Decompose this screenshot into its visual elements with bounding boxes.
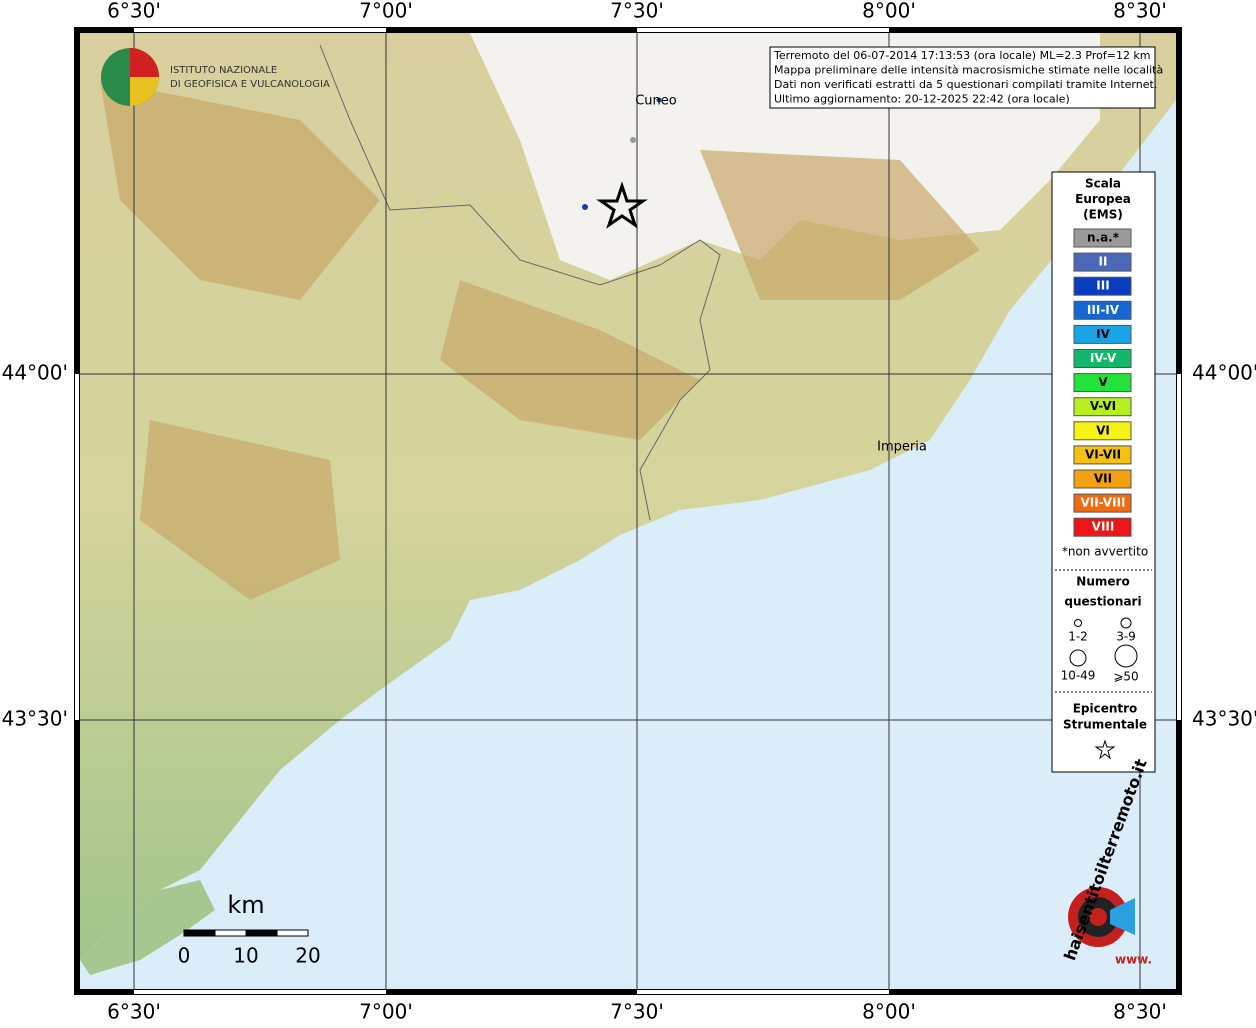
lon-label: 8°30' [1113,1000,1167,1024]
legend-title: Europea [1075,192,1131,206]
legend-title: (EMS) [1083,208,1123,222]
site-logo [1089,908,1107,926]
legend-label: VII [1094,472,1112,486]
header-line: Dati non verificati estratti da 5 questi… [774,78,1157,91]
legend-swatch [1073,421,1132,441]
scale-label: 20 [295,944,320,968]
legend-note: *non avvertito [1062,545,1148,559]
logo-text: DI GEOFISICA E VULCANOLOGIA [170,79,330,90]
legend-label: V [1098,375,1108,389]
lat-label: 44°00' [1192,361,1256,385]
header-line: Ultimo aggiornamento: 20-12-2025 22:42 (… [774,93,1070,106]
lon-label: 6°30' [107,1000,161,1024]
legend-label: n.a.* [1087,231,1120,245]
mountain-relief [100,80,980,600]
lat-label: 44°00' [2,361,68,385]
count-symbol [1114,644,1138,668]
legend-swatch [1073,517,1132,537]
count-symbol [1074,619,1082,627]
logo-text: ISTITUTO NAZIONALE [170,65,277,76]
lat-label: 43°30' [1192,707,1256,731]
scale-unit: km [227,891,264,919]
count-label: 10-49 [1061,669,1096,683]
lon-label: 8°00' [862,1000,916,1024]
locality [630,137,636,143]
legend-label: V-VI [1090,399,1116,413]
locality [656,97,662,103]
legend-swatch [1073,493,1132,513]
legend-swatch [1073,373,1132,393]
lon-label: 7°00' [359,0,413,23]
legend-title: Strumentale [1063,718,1147,732]
cape [80,880,215,975]
legend-swatch [1073,324,1132,344]
city-label: Imperia [877,440,927,455]
city-label: Cuneo [635,94,677,109]
lon-label: 7°30' [610,0,664,23]
legend-swatch [1073,276,1132,296]
legend-label: III-IV [1087,303,1120,317]
border [319,44,721,521]
legend-swatch [1073,469,1132,489]
legend-swatch [1073,228,1132,248]
legend-label: VIII [1092,520,1115,534]
lon-label: 7°30' [610,1000,664,1024]
count-symbol [1120,617,1132,629]
legend-label: VI-VII [1085,447,1121,461]
logo-globe-part [130,48,159,77]
count-label: 3-9 [1116,630,1136,644]
sea [80,33,1176,989]
legend-swatch [1073,252,1132,272]
legend-label: II [1099,255,1108,269]
logo-globe-part [130,77,159,106]
lon-label: 8°00' [862,0,916,23]
legend-label: III [1096,279,1109,293]
epicenter [596,181,648,229]
legend-title: Scala [1085,177,1121,191]
lon-label: 7°00' [359,1000,413,1024]
locality [582,204,588,210]
scale-bar [183,929,309,937]
legend-swatch [1073,397,1132,417]
legend-title: Epicentro [1073,702,1138,716]
legend-swatch [1073,445,1132,465]
legend-title: Numero [1076,575,1129,589]
frame-ticks [75,28,1181,994]
legend-label: VI [1096,423,1110,437]
legend-label: IV-V [1090,351,1117,365]
legend-title: questionari [1064,595,1141,609]
header-line: Mappa preliminare delle intensità macros… [774,64,1163,77]
legend-label: IV [1096,327,1110,341]
count-label: 1-2 [1068,630,1088,644]
scale-label: 10 [233,944,258,968]
header-box [769,46,1156,109]
lon-label: 6°30' [107,0,161,23]
count-symbol [1069,649,1087,667]
lat-label: 43°30' [2,707,68,731]
epicenter-symbol [1094,739,1116,760]
count-label: ⩾50 [1113,670,1138,684]
legend-swatch [1073,349,1132,368]
header-line: Terremoto del 06-07-2014 17:13:53 (ora l… [773,49,1151,62]
legend-label: VII-VIII [1080,496,1125,510]
scale-label: 0 [178,944,191,968]
site-logo-www: www. [1115,953,1152,967]
site-logo [1110,898,1135,935]
lon-label: 8°30' [1113,0,1167,23]
legend-swatch [1073,300,1132,320]
